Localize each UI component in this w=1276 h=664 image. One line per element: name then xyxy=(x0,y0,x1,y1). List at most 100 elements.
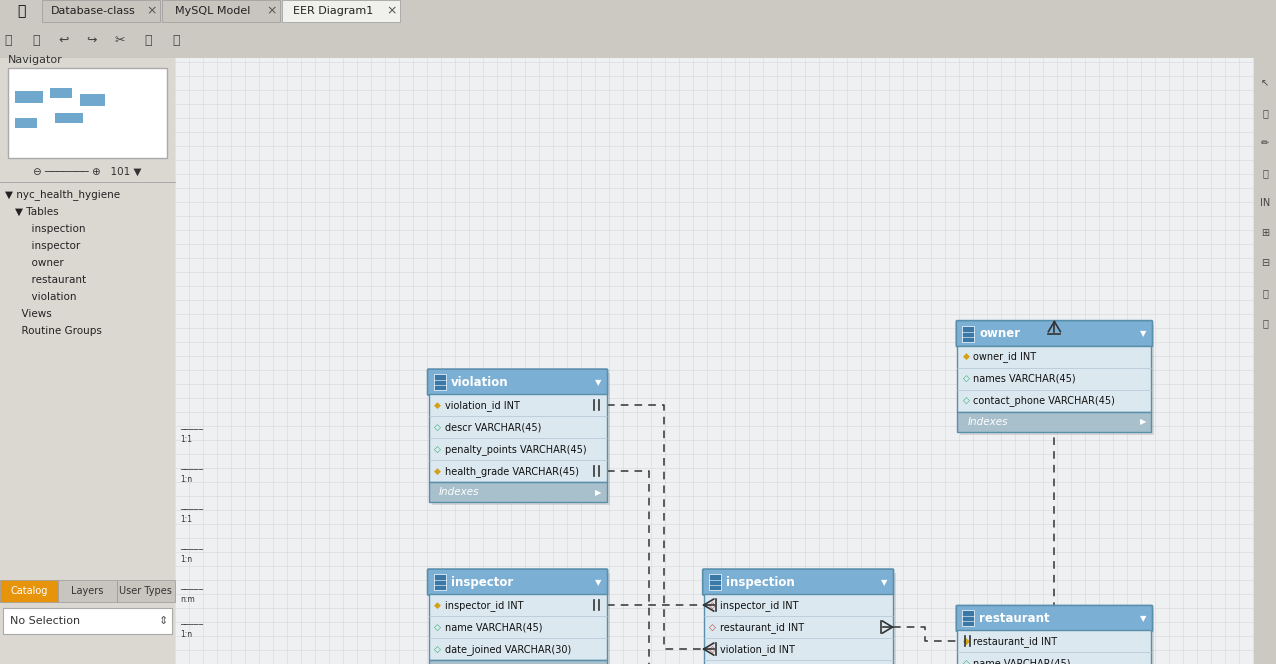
Text: ▼: ▼ xyxy=(1141,614,1147,623)
Bar xyxy=(116,580,175,602)
Text: Routine Groups: Routine Groups xyxy=(15,326,102,336)
Text: inspection: inspection xyxy=(726,576,795,588)
Text: ◇: ◇ xyxy=(434,645,441,653)
Bar xyxy=(434,574,445,590)
Text: ▼: ▼ xyxy=(1141,329,1147,338)
Text: ✏: ✏ xyxy=(1261,138,1270,148)
Bar xyxy=(282,0,399,22)
Text: Indexes: Indexes xyxy=(439,487,478,497)
Bar xyxy=(708,574,721,590)
Text: ×: × xyxy=(387,5,397,17)
Text: ◆: ◆ xyxy=(963,352,970,361)
Text: Layers: Layers xyxy=(71,586,103,596)
Bar xyxy=(15,91,43,103)
Text: ◇: ◇ xyxy=(709,623,716,631)
Text: inspector_id INT: inspector_id INT xyxy=(444,600,523,610)
Text: ▼: ▼ xyxy=(882,578,888,586)
Text: ✂: ✂ xyxy=(115,33,125,46)
Bar xyxy=(50,88,71,98)
Bar xyxy=(0,24,1276,58)
Text: ◆: ◆ xyxy=(434,600,441,610)
Bar xyxy=(434,374,445,390)
Text: Views: Views xyxy=(15,309,52,319)
Bar xyxy=(957,412,1151,432)
Bar xyxy=(0,0,1276,58)
Text: Catalog: Catalog xyxy=(10,586,48,596)
Bar xyxy=(961,610,1155,664)
Text: No Selection: No Selection xyxy=(10,616,80,626)
Text: ✋: ✋ xyxy=(1262,108,1268,118)
Text: owner: owner xyxy=(979,327,1021,340)
Bar xyxy=(80,94,105,106)
Text: violation_id INT: violation_id INT xyxy=(444,400,519,410)
Text: penalty_points VARCHAR(45): penalty_points VARCHAR(45) xyxy=(444,444,586,455)
Text: owner_id INT: owner_id INT xyxy=(974,351,1036,362)
Text: ◇: ◇ xyxy=(963,374,970,383)
Bar xyxy=(429,482,606,502)
Text: restaurant: restaurant xyxy=(979,612,1050,625)
Text: Navigator: Navigator xyxy=(8,55,63,65)
Text: ◇: ◇ xyxy=(709,600,716,610)
Text: ▼ nyc_health_hygiene: ▼ nyc_health_hygiene xyxy=(5,189,120,201)
Text: Database-class: Database-class xyxy=(51,6,135,16)
Text: ◇: ◇ xyxy=(434,623,441,631)
Text: name VARCHAR(45): name VARCHAR(45) xyxy=(974,659,1071,664)
Text: ─────
1:n: ───── 1:n xyxy=(180,464,203,483)
Text: IN: IN xyxy=(1259,198,1270,208)
FancyBboxPatch shape xyxy=(703,569,893,595)
Bar xyxy=(429,394,606,482)
Text: ⧉: ⧉ xyxy=(144,33,152,46)
Text: name VARCHAR(45): name VARCHAR(45) xyxy=(444,622,542,632)
Text: 📁: 📁 xyxy=(4,33,11,46)
Text: ▶: ▶ xyxy=(596,487,602,497)
Bar xyxy=(3,608,172,634)
Text: ◆: ◆ xyxy=(434,400,441,410)
Text: ─────
1:n: ───── 1:n xyxy=(180,544,203,564)
FancyBboxPatch shape xyxy=(956,606,1152,631)
Bar xyxy=(175,58,1276,664)
Bar xyxy=(0,0,42,22)
Text: ↩: ↩ xyxy=(59,33,69,46)
Text: EER Diagram1: EER Diagram1 xyxy=(293,6,373,16)
Text: Indexes: Indexes xyxy=(967,416,1008,426)
Bar xyxy=(961,325,1155,435)
Bar xyxy=(8,68,167,158)
Text: inspector: inspector xyxy=(26,241,80,251)
Text: ⧉: ⧉ xyxy=(1262,318,1268,328)
Bar xyxy=(0,58,175,664)
Text: ↖: ↖ xyxy=(1261,78,1270,88)
Text: ─────
1:n: ───── 1:n xyxy=(180,620,203,639)
Text: ▼: ▼ xyxy=(596,378,602,386)
Text: MySQL Model: MySQL Model xyxy=(175,6,250,16)
Bar xyxy=(162,0,279,22)
Text: ─────
1:1: ───── 1:1 xyxy=(180,424,203,444)
Bar xyxy=(707,573,896,664)
Text: restaurant: restaurant xyxy=(26,275,85,285)
Bar xyxy=(1254,58,1276,664)
Text: ⊟: ⊟ xyxy=(1261,258,1270,268)
Text: ◇: ◇ xyxy=(709,645,716,653)
Bar xyxy=(431,373,610,505)
Bar xyxy=(957,630,1151,664)
Text: violation_id INT: violation_id INT xyxy=(720,643,795,655)
Bar xyxy=(962,610,975,626)
Text: ⊖ ─────── ⊕   101 ▼: ⊖ ─────── ⊕ 101 ▼ xyxy=(33,167,142,177)
Text: owner: owner xyxy=(26,258,64,268)
Text: 🖧: 🖧 xyxy=(1262,288,1268,298)
FancyBboxPatch shape xyxy=(427,569,607,595)
Text: ×: × xyxy=(267,5,277,17)
Text: ↪: ↪ xyxy=(87,33,97,46)
Bar xyxy=(429,594,606,660)
Bar xyxy=(42,0,160,22)
Text: ◇: ◇ xyxy=(963,396,970,405)
Text: violation: violation xyxy=(26,292,77,302)
Text: 🏠: 🏠 xyxy=(17,4,26,18)
Text: restaurant_id INT: restaurant_id INT xyxy=(720,622,804,633)
Text: ◇: ◇ xyxy=(434,422,441,432)
Bar xyxy=(15,118,37,128)
Bar xyxy=(0,580,59,602)
Text: ─────
1:1: ───── 1:1 xyxy=(180,504,203,524)
Text: violation: violation xyxy=(450,376,508,388)
Text: ⊞: ⊞ xyxy=(1261,228,1270,238)
Bar xyxy=(962,325,975,341)
